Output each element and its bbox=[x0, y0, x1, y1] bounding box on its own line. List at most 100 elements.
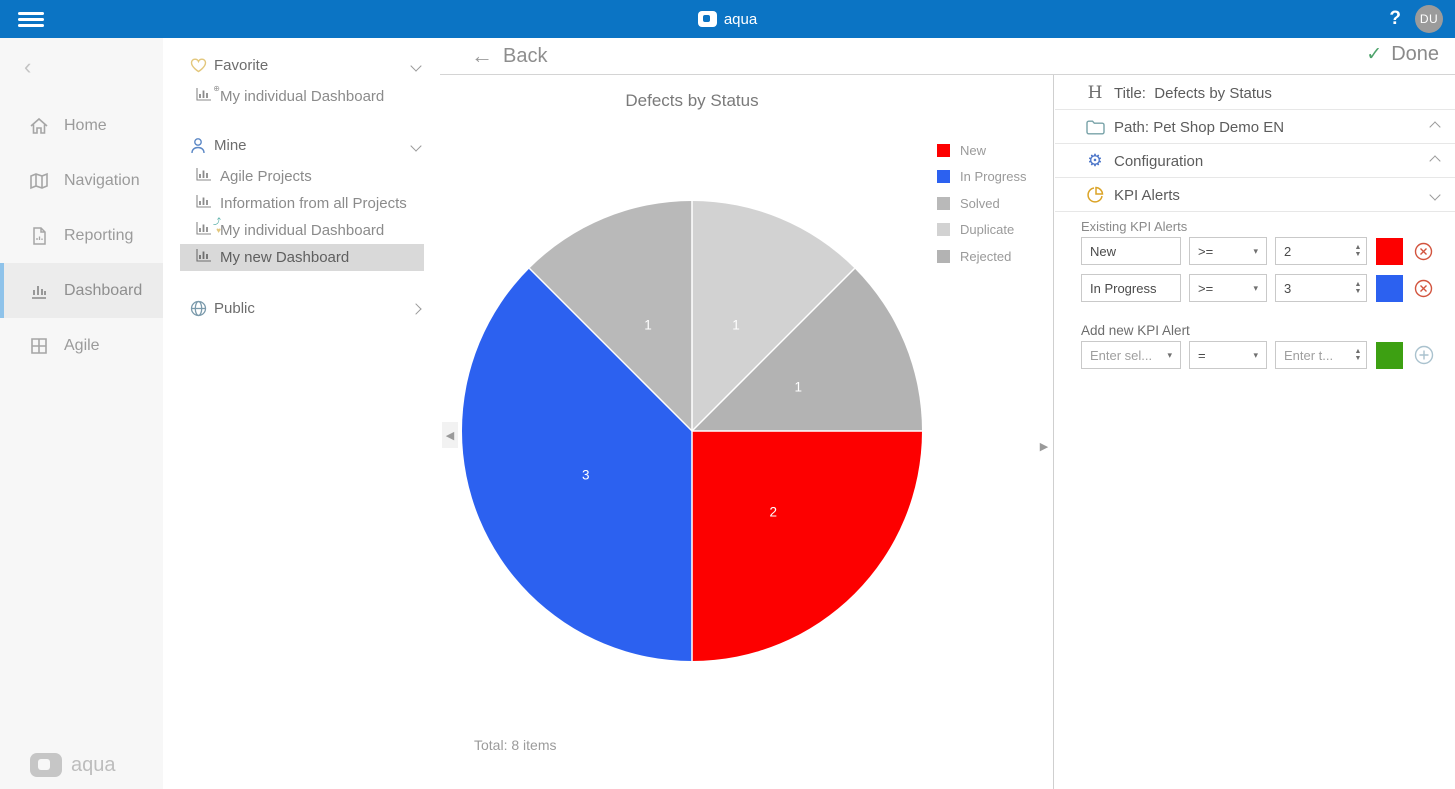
tree-item-agile-projects[interactable]: Agile Projects bbox=[163, 163, 424, 190]
new-alert-value-stepper[interactable]: ▲▼ bbox=[1275, 341, 1367, 369]
back-button[interactable]: ← Back bbox=[471, 43, 548, 68]
section-public[interactable]: Public bbox=[163, 295, 424, 322]
delete-circle-x-icon bbox=[1414, 279, 1433, 297]
kpi-alerts-label: KPI Alerts bbox=[1114, 186, 1180, 204]
chart-title: Defects by Status bbox=[625, 91, 759, 110]
alert-operator-select[interactable]: >= ▾ bbox=[1189, 237, 1267, 265]
tree-item-fav-individual-dashboard[interactable]: ⊕ My individual Dashboard bbox=[163, 83, 424, 110]
chevron-down-icon[interactable] bbox=[410, 139, 422, 152]
add-alert-button[interactable] bbox=[1414, 345, 1434, 365]
globe-icon bbox=[190, 300, 206, 317]
globe-badge-icon: ⊕ bbox=[213, 84, 220, 93]
new-alert-color-swatch[interactable] bbox=[1376, 341, 1403, 369]
person-icon bbox=[191, 138, 205, 154]
chevron-up-icon[interactable] bbox=[1429, 121, 1441, 133]
legend-swatch bbox=[937, 249, 950, 263]
tree-item-my-individual-dashboard[interactable]: ⤴ ♥ My individual Dashboard bbox=[163, 217, 424, 244]
grid-icon bbox=[31, 337, 47, 354]
chevron-down-icon[interactable] bbox=[410, 59, 422, 72]
carousel-next-icon[interactable]: ▶ bbox=[1036, 433, 1052, 459]
hamburger-menu-icon[interactable] bbox=[18, 9, 44, 29]
new-alert-value-input[interactable] bbox=[1276, 342, 1350, 368]
kpi-alert-row: >= ▾ ▲▼ bbox=[1081, 237, 1433, 265]
alert-operator-select[interactable]: >= ▾ bbox=[1189, 274, 1267, 302]
share-badge-icon: ⤴ bbox=[213, 217, 221, 226]
add-circle-plus-icon bbox=[1414, 345, 1434, 365]
existing-alerts-label: Existing KPI Alerts bbox=[1081, 219, 1188, 234]
folder-icon bbox=[1085, 120, 1105, 134]
section-label: Favorite bbox=[214, 57, 269, 74]
configuration-row[interactable]: ⚙ Configuration bbox=[1055, 145, 1455, 178]
tree-item-my-new-dashboard[interactable]: My new Dashboard bbox=[180, 244, 424, 271]
alert-value-input[interactable] bbox=[1276, 238, 1350, 264]
sidebar-item-navigation[interactable]: Navigation bbox=[0, 153, 163, 208]
done-button[interactable]: ✓ Done bbox=[1366, 43, 1439, 65]
new-alert-operator-select[interactable]: = ▾ bbox=[1189, 341, 1267, 369]
sidebar-item-dashboard[interactable]: Dashboard bbox=[0, 263, 163, 318]
section-label: Mine bbox=[214, 137, 247, 154]
aqua-logo-icon bbox=[697, 11, 717, 27]
left-sidebar: ‹ Home Navigation Reporting Dashboard Ag… bbox=[0, 38, 163, 789]
report-document-icon bbox=[33, 226, 46, 245]
section-favorite[interactable]: Favorite bbox=[163, 52, 424, 79]
spinner-arrows[interactable]: ▲ ▼ bbox=[1354, 348, 1362, 362]
legend-swatch bbox=[937, 196, 950, 210]
delete-circle-x-icon bbox=[1414, 242, 1433, 260]
select-caret-icon: ▾ bbox=[1253, 282, 1258, 293]
back-arrow-icon: ← bbox=[471, 43, 493, 68]
map-icon bbox=[30, 172, 48, 189]
user-avatar[interactable]: DU bbox=[1415, 5, 1443, 33]
main-header: ← Back ✓ Done bbox=[440, 38, 1455, 75]
tree-item-label: My new Dashboard bbox=[220, 249, 350, 266]
top-bar: aqua ? DU bbox=[0, 0, 1455, 38]
alert-color-swatch[interactable] bbox=[1376, 237, 1403, 265]
add-kpi-alert-row: Enter sel... ▾ = ▾ ▲▼ bbox=[1081, 341, 1434, 369]
mini-chart-icon bbox=[196, 168, 211, 181]
select-caret-icon: ▾ bbox=[1253, 349, 1258, 360]
gear-icon: ⚙ bbox=[1087, 151, 1103, 170]
spinner-arrows[interactable]: ▲ ▼ bbox=[1354, 244, 1362, 258]
pie-separators bbox=[528, 201, 922, 661]
sidebar-item-reporting[interactable]: Reporting bbox=[0, 208, 163, 263]
dashboard-explorer: Favorite ⊕ My individual Dashboard Mine … bbox=[163, 38, 440, 789]
main-area: ← Back ✓ Done Defects by Status New In P… bbox=[440, 38, 1455, 789]
legend-item: Duplicate bbox=[937, 217, 1026, 244]
alert-field-input[interactable] bbox=[1081, 237, 1181, 265]
heart-badge-icon: ♥ bbox=[216, 226, 221, 235]
sidebar-item-label: Navigation bbox=[64, 171, 140, 189]
alert-color-swatch[interactable] bbox=[1376, 274, 1403, 302]
chevron-right-icon[interactable] bbox=[410, 302, 422, 315]
spinner-arrows[interactable]: ▲ ▼ bbox=[1354, 281, 1362, 295]
alert-value-stepper[interactable]: ▲▼ bbox=[1275, 274, 1367, 302]
section-mine[interactable]: Mine bbox=[163, 132, 424, 159]
alert-value-stepper[interactable]: ▲▼ bbox=[1275, 237, 1367, 265]
mini-chart-icon bbox=[196, 88, 211, 101]
configuration-label: Configuration bbox=[1114, 152, 1204, 170]
delete-alert-button[interactable] bbox=[1414, 279, 1433, 298]
alert-field-input[interactable] bbox=[1081, 274, 1181, 302]
heart-icon bbox=[190, 58, 206, 73]
check-icon: ✓ bbox=[1366, 44, 1383, 65]
sidebar-item-home[interactable]: Home bbox=[0, 98, 163, 153]
sidebar-item-agile[interactable]: Agile bbox=[0, 318, 163, 373]
tree-item-label: Agile Projects bbox=[220, 168, 312, 185]
brand-name: aqua bbox=[723, 10, 758, 28]
legend-swatch bbox=[937, 143, 950, 157]
path-row[interactable]: Path: Pet Shop Demo EN bbox=[1055, 111, 1455, 144]
add-alert-label: Add new KPI Alert bbox=[1081, 323, 1190, 338]
chevron-down-icon[interactable] bbox=[1429, 189, 1441, 201]
kpi-alert-row: >= ▾ ▲▼ bbox=[1081, 274, 1433, 302]
dashboard-chart-icon bbox=[32, 285, 46, 299]
tree-item-information-all-projects[interactable]: Information from all Projects bbox=[163, 190, 424, 217]
alert-value-input[interactable] bbox=[1276, 275, 1350, 301]
help-icon[interactable]: ? bbox=[1389, 8, 1401, 29]
carousel-prev-icon[interactable]: ◀ bbox=[442, 422, 458, 448]
chevron-up-icon[interactable] bbox=[1429, 155, 1441, 167]
delete-alert-button[interactable] bbox=[1414, 242, 1433, 261]
kpi-alerts-row[interactable]: KPI Alerts bbox=[1055, 179, 1455, 212]
tree-item-label: My individual Dashboard bbox=[220, 88, 385, 105]
new-alert-field-select[interactable]: Enter sel... ▾ bbox=[1081, 341, 1181, 369]
collapse-sidebar-icon[interactable]: ‹ bbox=[24, 54, 32, 79]
